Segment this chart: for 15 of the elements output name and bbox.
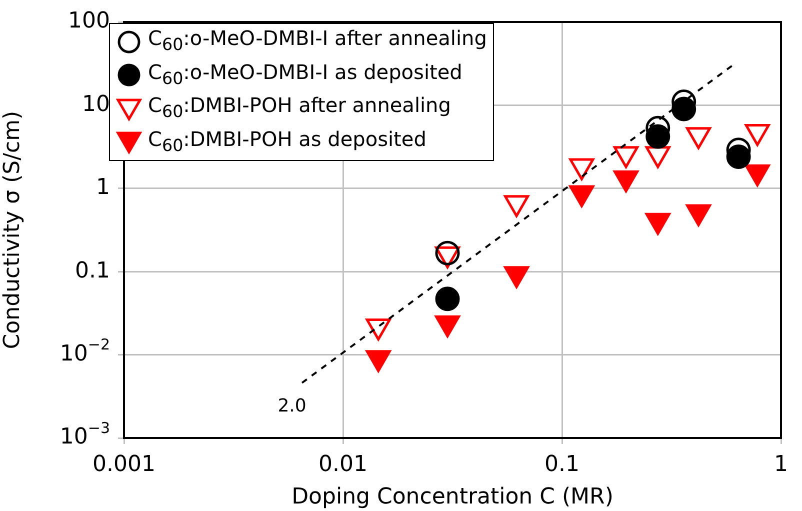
x-tick-label: 0.001	[92, 452, 156, 477]
y-tick-label: 1	[96, 175, 110, 200]
x-axis-title: Doping Concentration C (MR)	[292, 484, 614, 510]
annotation: 2.0	[278, 396, 306, 417]
x-tick-label: 0.1	[544, 452, 580, 477]
x-tick-label: 0.01	[318, 452, 368, 477]
y-axis-title: Conductivity σ (S/cm)	[0, 110, 25, 350]
legend-label: C$_{60}$:DMBI-POH as deposited	[148, 126, 426, 156]
legend-label: C$_{60}$:DMBI-POH after annealing	[148, 92, 451, 123]
y-tick-label: 10	[82, 92, 110, 117]
legend-label: C$_{60}$:o-MeO-DMBI-I as deposited	[148, 58, 462, 90]
y-tick-label: 0.1	[75, 258, 110, 284]
x-tick-label: 1	[774, 452, 788, 477]
y-tick-label: 100	[68, 8, 110, 34]
legend-label: C$_{60}$:o-MeO-DMBI-I after annealing	[148, 25, 487, 56]
